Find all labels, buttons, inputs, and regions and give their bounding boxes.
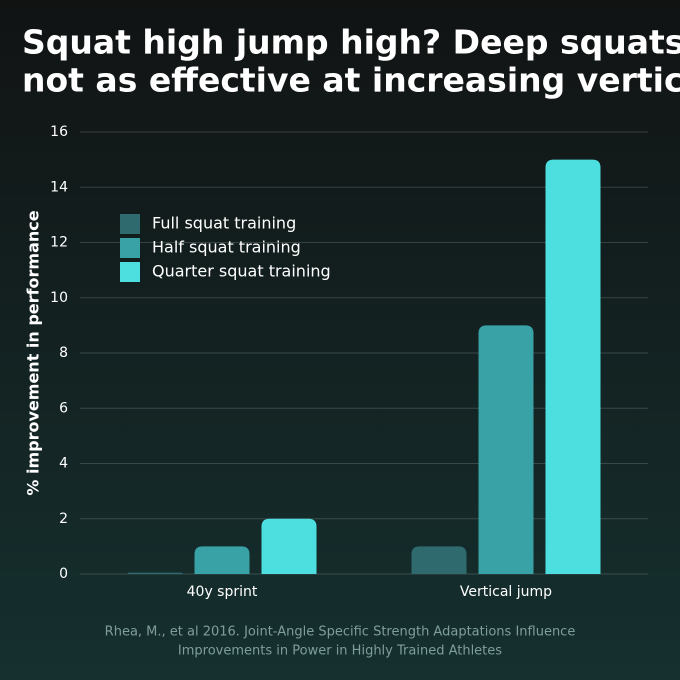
legend-swatch	[120, 262, 140, 282]
y-tick-label: 8	[59, 345, 68, 361]
bar	[261, 518, 317, 574]
legend-label: Full squat training	[152, 214, 296, 233]
y-tick-label: 0	[59, 566, 68, 582]
chart-title: Squat high jump high? Deep squats	[22, 23, 680, 62]
bar	[194, 546, 250, 574]
legend-swatch	[120, 214, 140, 234]
y-tick-label: 6	[59, 400, 68, 416]
y-tick-label: 10	[50, 290, 68, 306]
bar	[478, 325, 534, 574]
bar	[545, 159, 601, 574]
chart-title: not as effective at increasing vertical	[22, 61, 680, 100]
legend-label: Half squat training	[152, 238, 301, 257]
y-axis-label: % improvement in performance	[24, 210, 43, 495]
bar	[411, 546, 467, 574]
legend-swatch	[120, 238, 140, 258]
legend-label: Quarter squat training	[152, 262, 331, 281]
bar	[127, 572, 183, 574]
source-note: Improvements in Power in Highly Trained …	[178, 644, 502, 659]
x-tick-label: Vertical jump	[460, 584, 552, 600]
y-tick-label: 2	[59, 511, 68, 527]
y-tick-label: 12	[50, 235, 68, 251]
y-tick-label: 14	[50, 179, 68, 195]
source-note: Rhea, M., et al 2016. Joint-Angle Specif…	[105, 625, 576, 640]
y-tick-label: 16	[50, 124, 68, 140]
x-tick-label: 40y sprint	[187, 584, 258, 600]
y-tick-label: 4	[59, 456, 68, 472]
